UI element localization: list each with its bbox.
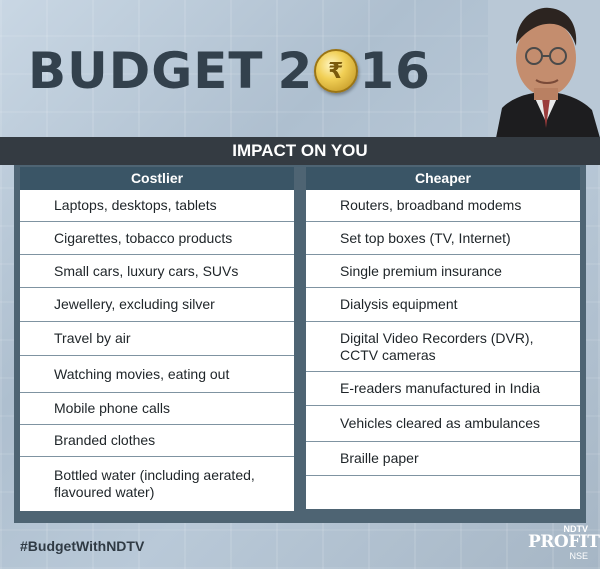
- cheaper-item: [306, 476, 580, 509]
- portrait-image: [488, 0, 600, 138]
- costlier-item: Mobile phone calls: [20, 393, 294, 425]
- finance-minister-portrait: [488, 0, 600, 138]
- logo-main: PROFIT: [528, 532, 600, 552]
- costlier-item: Jewellery, excluding silver: [20, 288, 294, 322]
- cheaper-item: Dialysis equipment: [306, 288, 580, 322]
- cheaper-item: Vehicles cleared as ambulances: [306, 406, 580, 442]
- impact-banner: IMPACT ON YOU: [0, 137, 600, 165]
- costlier-item: Small cars, luxury cars, SUVs: [20, 255, 294, 288]
- cheaper-item: E-readers manufactured in India: [306, 372, 580, 406]
- cheaper-item: Set top boxes (TV, Internet): [306, 222, 580, 255]
- costlier-item: Branded clothes: [20, 425, 294, 457]
- cheaper-item: Braille paper: [306, 442, 580, 476]
- title-prefix: BUDGET: [28, 42, 264, 100]
- costlier-item: Bottled water (including aerated, flavou…: [54, 467, 255, 500]
- cheaper-item: Routers, broadband modems: [306, 190, 580, 222]
- cheaper-item: Single premium insurance: [306, 255, 580, 288]
- costlier-heading: Costlier: [20, 167, 294, 190]
- year-end: 16: [359, 42, 431, 100]
- costlier-column: Costlier Laptops, desktops, tablets Ciga…: [20, 167, 294, 511]
- rupee-coin-icon: ₹: [314, 49, 359, 93]
- budget-title: BUDGET 2 ₹ 16: [28, 42, 431, 100]
- costlier-item: Travel by air: [20, 322, 294, 356]
- ndtv-profit-logo: NDTV PROFIT NSE: [528, 524, 600, 566]
- rupee-symbol: ₹: [328, 58, 345, 84]
- logo-top: NDTV: [563, 524, 589, 534]
- cheaper-item: Digital Video Recorders (DVR), CCTV came…: [306, 322, 580, 372]
- costlier-item: Laptops, desktops, tablets: [20, 190, 294, 222]
- costlier-item: Watching movies, eating out: [20, 356, 294, 393]
- logo-sub: NSE: [569, 551, 588, 561]
- hashtag: #BudgetWithNDTV: [20, 538, 145, 554]
- cheaper-column: Cheaper Routers, broadband modems Set to…: [306, 167, 580, 509]
- costlier-item: Cigarettes, tobacco products: [20, 222, 294, 255]
- header: BUDGET 2 ₹ 16: [0, 0, 600, 138]
- year-start: 2: [277, 42, 314, 100]
- cheaper-heading: Cheaper: [306, 167, 580, 190]
